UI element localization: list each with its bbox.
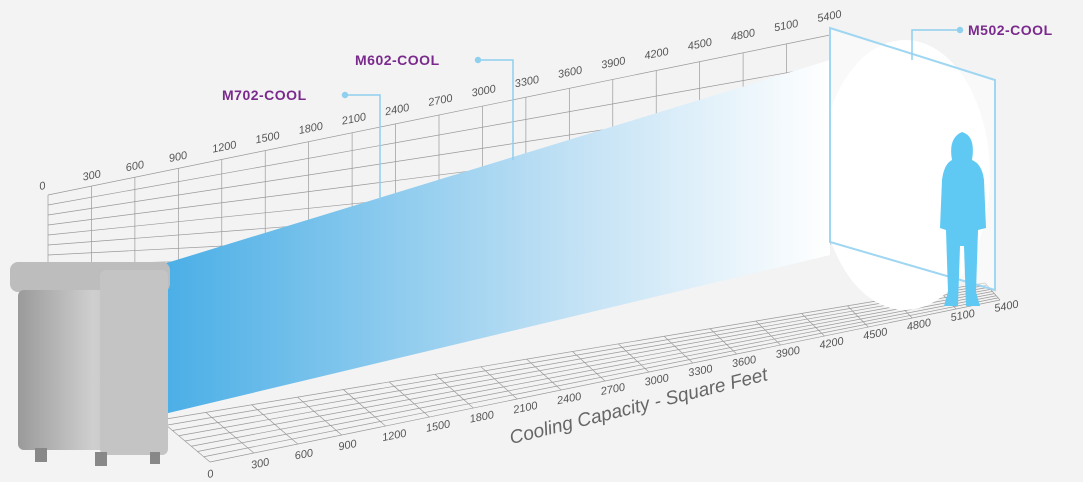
tick-label: 1500 xyxy=(425,418,452,435)
tick-label: 900 xyxy=(337,438,358,453)
grid-line xyxy=(847,305,869,328)
grid-line xyxy=(205,412,255,454)
tick-label: 3600 xyxy=(557,64,584,81)
tick-label: 2400 xyxy=(383,102,411,119)
person-silhouette xyxy=(940,132,986,306)
model-label: M502-COOL xyxy=(968,22,1053,38)
tick-label: 1200 xyxy=(381,427,408,444)
tick-label: 4200 xyxy=(818,335,845,352)
tick-label: 300 xyxy=(250,456,271,471)
tick-label: 3300 xyxy=(687,363,714,380)
grid-line xyxy=(801,313,825,337)
tick-label: 1500 xyxy=(254,130,281,147)
cooler-unit xyxy=(10,262,170,466)
tick-label: 3900 xyxy=(600,55,627,72)
tick-label: 4800 xyxy=(730,27,757,44)
tick-label: 5100 xyxy=(773,18,800,35)
model-label: M702-COOL xyxy=(222,87,307,103)
air-beam xyxy=(160,60,830,415)
tick-label: 2100 xyxy=(340,111,368,128)
tick-label: 4500 xyxy=(687,36,714,53)
grid-line xyxy=(755,320,781,346)
tick-label: 600 xyxy=(294,447,315,462)
tick-label: 900 xyxy=(168,149,189,164)
grid-line xyxy=(251,404,299,445)
tick-label: 600 xyxy=(125,159,146,174)
model-label: M602-COOL xyxy=(355,52,440,68)
grid-line xyxy=(572,351,606,382)
tick-label: 3000 xyxy=(644,372,671,389)
tick-label: 3000 xyxy=(471,83,498,100)
tick-label: 1800 xyxy=(298,120,325,137)
grid-line xyxy=(434,374,474,409)
tick-label: 2700 xyxy=(426,92,454,109)
tick-label: 1200 xyxy=(211,139,238,156)
tick-label: 5100 xyxy=(950,308,977,325)
grid-line xyxy=(297,396,342,436)
tick-label: 0 xyxy=(38,180,47,193)
grid-line xyxy=(343,389,386,427)
tick-label: 3900 xyxy=(775,344,802,361)
grid-line xyxy=(618,343,650,373)
grid-line xyxy=(663,336,694,364)
tick-label: 2700 xyxy=(599,381,627,398)
grid-line xyxy=(159,419,211,463)
tick-label: 3600 xyxy=(731,354,758,371)
tick-label: 5400 xyxy=(993,298,1020,315)
tick-label: 2100 xyxy=(511,400,539,417)
grid-line xyxy=(388,381,430,418)
tick-label: 0 xyxy=(206,468,215,481)
tick-label: 1800 xyxy=(469,409,496,426)
grid-line xyxy=(480,366,518,400)
tick-label: 4500 xyxy=(862,326,889,343)
tick-label: 4800 xyxy=(906,317,933,334)
tick-label: 5400 xyxy=(816,8,843,25)
tick-label: 300 xyxy=(82,168,103,183)
tick-label: 4200 xyxy=(643,46,670,63)
tick-label: 3300 xyxy=(514,74,541,91)
grid-line xyxy=(709,328,737,355)
tick-label: 2400 xyxy=(555,391,583,408)
grid-line xyxy=(526,358,562,391)
leaders xyxy=(341,26,964,200)
